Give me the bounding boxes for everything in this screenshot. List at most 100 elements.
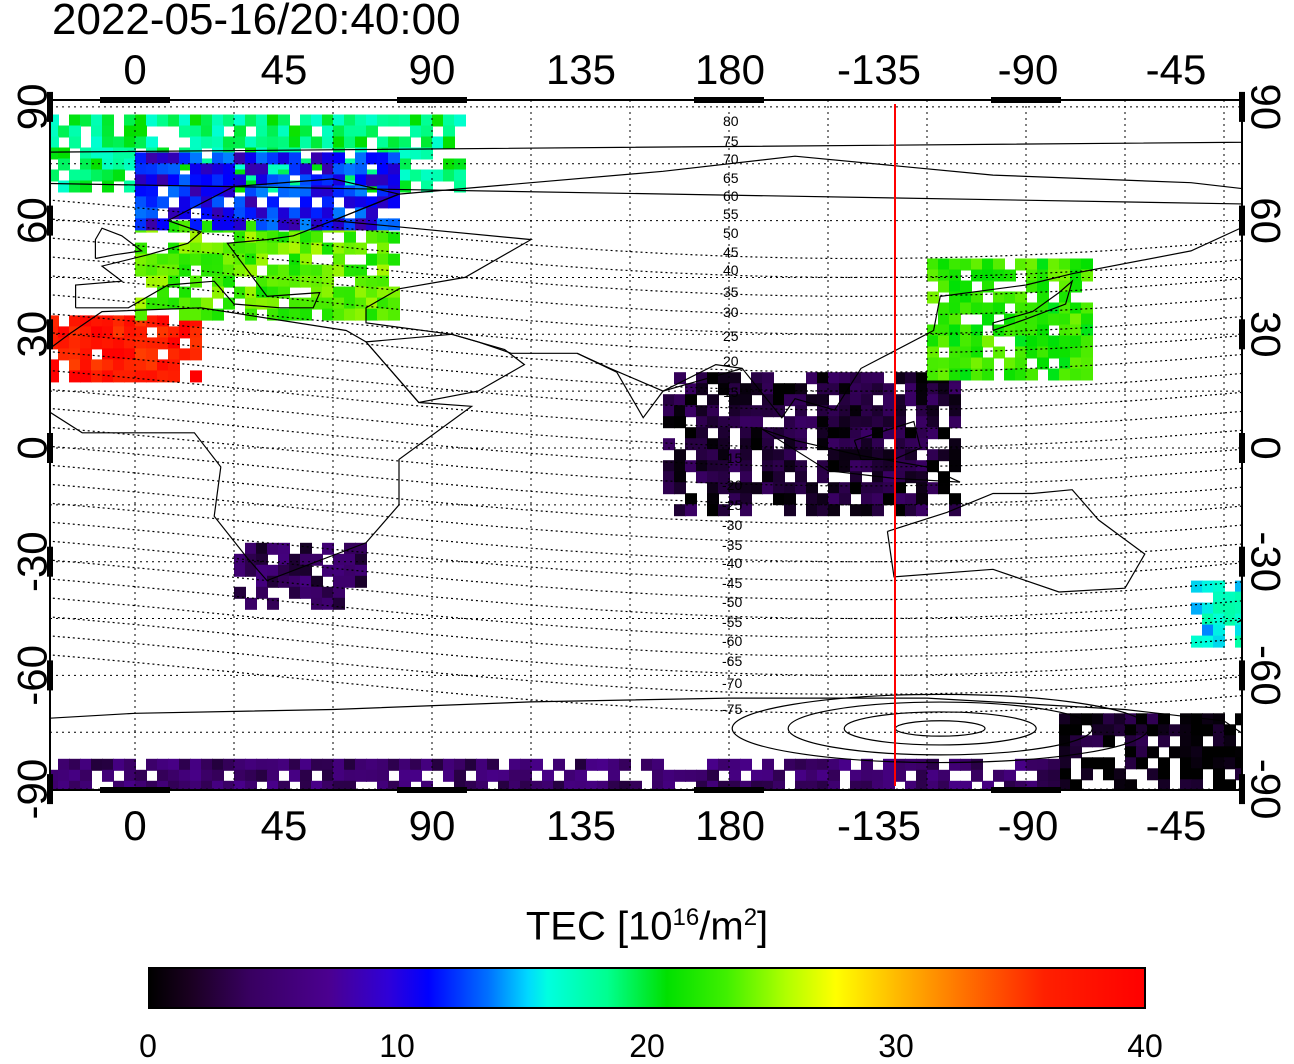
tec-cell [1224,735,1236,748]
tec-cell [729,460,741,473]
mag-lat-label: -60 [722,633,742,649]
tec-cell [80,769,92,782]
tec-cell [872,405,884,418]
tec-cell [1081,313,1093,326]
tec-cell [1103,724,1115,737]
tec-cell [366,207,378,220]
tec-cell [927,394,939,407]
tec-cell [344,575,356,588]
tec-cell [1257,603,1269,615]
tec-cell [300,769,312,782]
tec-cell [1257,746,1269,758]
tec-cell [872,438,884,451]
tec-cell [718,372,730,385]
tec-cell [784,394,796,407]
tec-cell [80,169,92,182]
tec-cell [256,242,268,255]
tec-cell [300,758,312,771]
tec-cell [1048,313,1060,326]
tec-cell [1037,758,1049,771]
tec-cell [245,286,257,299]
tec-cell [1257,592,1269,604]
tec-cell [883,460,895,473]
tec-cell [322,586,334,599]
tec-cell [1125,746,1137,759]
tec-cell [69,359,81,372]
tec-cell [839,394,851,407]
tec-cell [740,758,752,771]
tec-cell [157,275,169,288]
tec-cell [388,286,400,299]
tec-cell [256,564,268,577]
tec-cell [817,769,829,782]
tec-cell [135,125,147,138]
tec-cell [740,438,752,451]
tec-cell [729,416,741,429]
tec-cell [1048,368,1060,381]
map-background [50,100,1242,790]
tec-cell [179,308,191,321]
tec-cell [806,416,818,429]
tec-cell [256,542,268,555]
tec-cell [300,542,312,555]
tec-cell [1180,757,1192,770]
tec-cell [289,253,301,266]
tec-cell [905,372,917,385]
tec-cell [1037,280,1049,293]
tec-cell [1059,768,1071,781]
mag-contour [50,332,1242,392]
tec-cell [1290,768,1294,780]
tec-cell [267,152,279,165]
tec-cell [201,185,213,198]
tec-cell [256,297,268,310]
coastline [332,155,1242,419]
tec-cell [168,758,180,771]
tec-cell [388,758,400,771]
tec-cell [355,553,367,566]
tec-cell [410,125,422,138]
tec-cell [421,758,433,771]
tec-cell [828,780,840,790]
tec-cell [861,438,873,451]
tec-cell [355,297,367,310]
mag-lat-label: 20 [723,353,739,369]
tec-cell [1246,625,1258,637]
tec-cell [366,286,378,299]
tec-cell [388,297,400,310]
mag-contour [50,237,1242,298]
tec-cell [1290,713,1294,725]
tec-cell [1213,635,1225,648]
tec-cell [938,280,950,293]
tec-cell [212,275,224,288]
tec-cell [1191,713,1203,726]
tec-cell [1037,313,1049,326]
tec-cell [1081,768,1093,781]
tec-cell [806,769,818,782]
tec-cell [157,253,169,266]
tec-cell [322,769,334,782]
tec-cell [729,769,741,782]
graticule [50,100,1242,790]
coastline [853,420,922,460]
tec-cell [289,218,301,231]
tec-cell [333,780,345,790]
tec-cell [1202,757,1214,770]
tec-cell [1290,614,1294,626]
tec-cell [300,163,312,176]
tec-cell [1268,614,1280,626]
tec-cell [1235,768,1242,781]
tec-cell [1015,335,1027,348]
tec-cell [113,136,125,149]
tec-cell [300,218,312,231]
tec-cell [333,163,345,176]
tec-cell [1158,757,1170,770]
tec-cell [355,114,367,127]
tec-cell [300,575,312,588]
tec-cell [729,780,741,790]
lon-tick-bottom: -135 [837,802,921,849]
tec-cell [839,372,851,385]
tec-cell [1048,346,1060,359]
tec-cell [982,258,994,271]
tec-cell [1103,735,1115,748]
tec-cell [69,136,81,149]
